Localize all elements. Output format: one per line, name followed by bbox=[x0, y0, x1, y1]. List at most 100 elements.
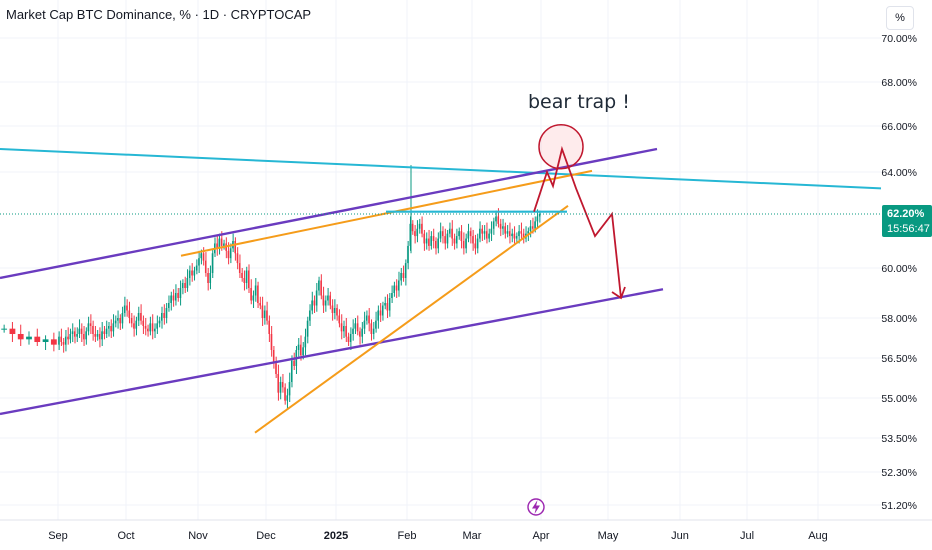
candle-body bbox=[58, 336, 60, 345]
candle-body bbox=[302, 347, 304, 356]
channel-lower-line[interactable] bbox=[0, 288, 664, 416]
x-tick-label: May bbox=[598, 530, 619, 542]
candle-body bbox=[229, 248, 232, 259]
candle-body bbox=[64, 336, 67, 345]
candle-body bbox=[437, 238, 439, 249]
candle-body bbox=[130, 318, 133, 324]
candle-body bbox=[114, 320, 117, 324]
candle-body bbox=[268, 320, 270, 334]
candle-body bbox=[245, 270, 248, 283]
event-marker[interactable] bbox=[527, 498, 545, 516]
x-axis[interactable]: Sep Oct Nov Dec 2025 Feb Mar Apr May Jun Jul Aug bbox=[0, 519, 932, 542]
candle-body bbox=[444, 236, 446, 244]
candle-body bbox=[370, 323, 373, 334]
candle-body bbox=[76, 334, 78, 337]
candle-body bbox=[174, 293, 177, 301]
candle-body bbox=[472, 236, 474, 244]
candle-body bbox=[69, 334, 72, 340]
candle-body bbox=[227, 250, 230, 259]
y-tick-label: 70.00% bbox=[881, 33, 917, 45]
x-tick-label: Jul bbox=[740, 530, 754, 542]
candle-body bbox=[193, 270, 196, 276]
candle-body bbox=[62, 342, 65, 345]
candle-body bbox=[451, 228, 453, 239]
candle-body bbox=[448, 228, 451, 234]
y-tick-label: 68.00% bbox=[881, 77, 917, 89]
candle-body bbox=[397, 280, 400, 291]
y-tick-label: 66.00% bbox=[881, 121, 917, 133]
candle-body bbox=[9, 328, 16, 334]
candle-body bbox=[455, 236, 458, 244]
channel-upper-line[interactable] bbox=[0, 147, 658, 280]
candle-body bbox=[128, 310, 131, 318]
x-tick-label: Sep bbox=[48, 530, 68, 542]
candle-body bbox=[304, 336, 307, 348]
candle-body bbox=[453, 238, 456, 244]
candle-body bbox=[306, 320, 309, 337]
candle-body bbox=[391, 293, 393, 298]
candle-body bbox=[121, 313, 124, 324]
resistance-line[interactable] bbox=[0, 148, 882, 190]
candle-body bbox=[17, 334, 24, 340]
candle-body bbox=[144, 326, 147, 329]
price-tag-countdown: 15:56:47 bbox=[887, 223, 930, 235]
candle-body bbox=[340, 323, 343, 332]
candle-body bbox=[293, 360, 295, 366]
y-axis[interactable]: 70.00% 68.00% 66.00% 64.00% 60.00% 58.00% 56.5… bbox=[881, 33, 917, 512]
candle-body bbox=[331, 305, 334, 313]
candle-body bbox=[250, 288, 252, 301]
candle-body bbox=[384, 303, 386, 306]
candle-body bbox=[538, 214, 541, 217]
candle-body bbox=[281, 382, 284, 388]
candle-body bbox=[279, 382, 282, 393]
candle-body bbox=[386, 303, 389, 311]
candle-body bbox=[147, 328, 149, 332]
candle-body bbox=[375, 320, 377, 329]
wedge-lower-line[interactable] bbox=[254, 205, 569, 434]
symbol-title[interactable]: Market Cap BTC Dominance, % · 1D · CRYPT… bbox=[6, 7, 312, 22]
projection-arrow[interactable] bbox=[533, 145, 622, 299]
x-tick-label: Oct bbox=[117, 530, 134, 542]
candle-body bbox=[409, 223, 412, 246]
candle-body bbox=[284, 387, 286, 401]
bear-trap-circle[interactable] bbox=[538, 123, 584, 170]
candle-body bbox=[92, 326, 94, 334]
candle-body bbox=[474, 243, 477, 249]
candle-body bbox=[161, 313, 163, 321]
percent-scale-button[interactable]: % bbox=[886, 6, 914, 30]
candle-body bbox=[50, 339, 57, 345]
candle-body bbox=[522, 233, 525, 239]
candle-body bbox=[418, 223, 421, 229]
y-tick-label: 64.00% bbox=[881, 167, 917, 179]
candle-body bbox=[485, 231, 488, 239]
wedge-upper-line[interactable] bbox=[180, 169, 593, 257]
candle-body bbox=[520, 231, 523, 234]
candle-body bbox=[238, 263, 241, 273]
candle-body bbox=[252, 295, 255, 301]
candle-body bbox=[311, 300, 313, 311]
candle-body bbox=[200, 253, 202, 259]
y-tick-label: 55.00% bbox=[881, 393, 917, 405]
candle-body bbox=[80, 328, 83, 334]
candle-body bbox=[158, 320, 161, 324]
price-tag: 62.20% 15:56:47 bbox=[882, 205, 932, 237]
candle-body bbox=[156, 323, 158, 329]
candle-body bbox=[416, 228, 419, 237]
candle-body bbox=[368, 315, 370, 324]
candle-body bbox=[388, 298, 391, 311]
candle-body bbox=[320, 280, 322, 296]
candle-body bbox=[142, 320, 145, 326]
candle-body bbox=[34, 336, 41, 342]
x-tick-label: Mar bbox=[463, 530, 482, 542]
candle-body bbox=[216, 243, 218, 249]
candle-body bbox=[318, 280, 320, 291]
candle-body bbox=[87, 323, 90, 332]
candle-body bbox=[527, 231, 529, 234]
candle-body bbox=[327, 295, 329, 301]
candle-body bbox=[425, 238, 428, 244]
candle-body bbox=[184, 283, 186, 288]
candle-body bbox=[254, 285, 257, 296]
candle-body bbox=[354, 323, 357, 329]
candle-body bbox=[186, 278, 189, 288]
